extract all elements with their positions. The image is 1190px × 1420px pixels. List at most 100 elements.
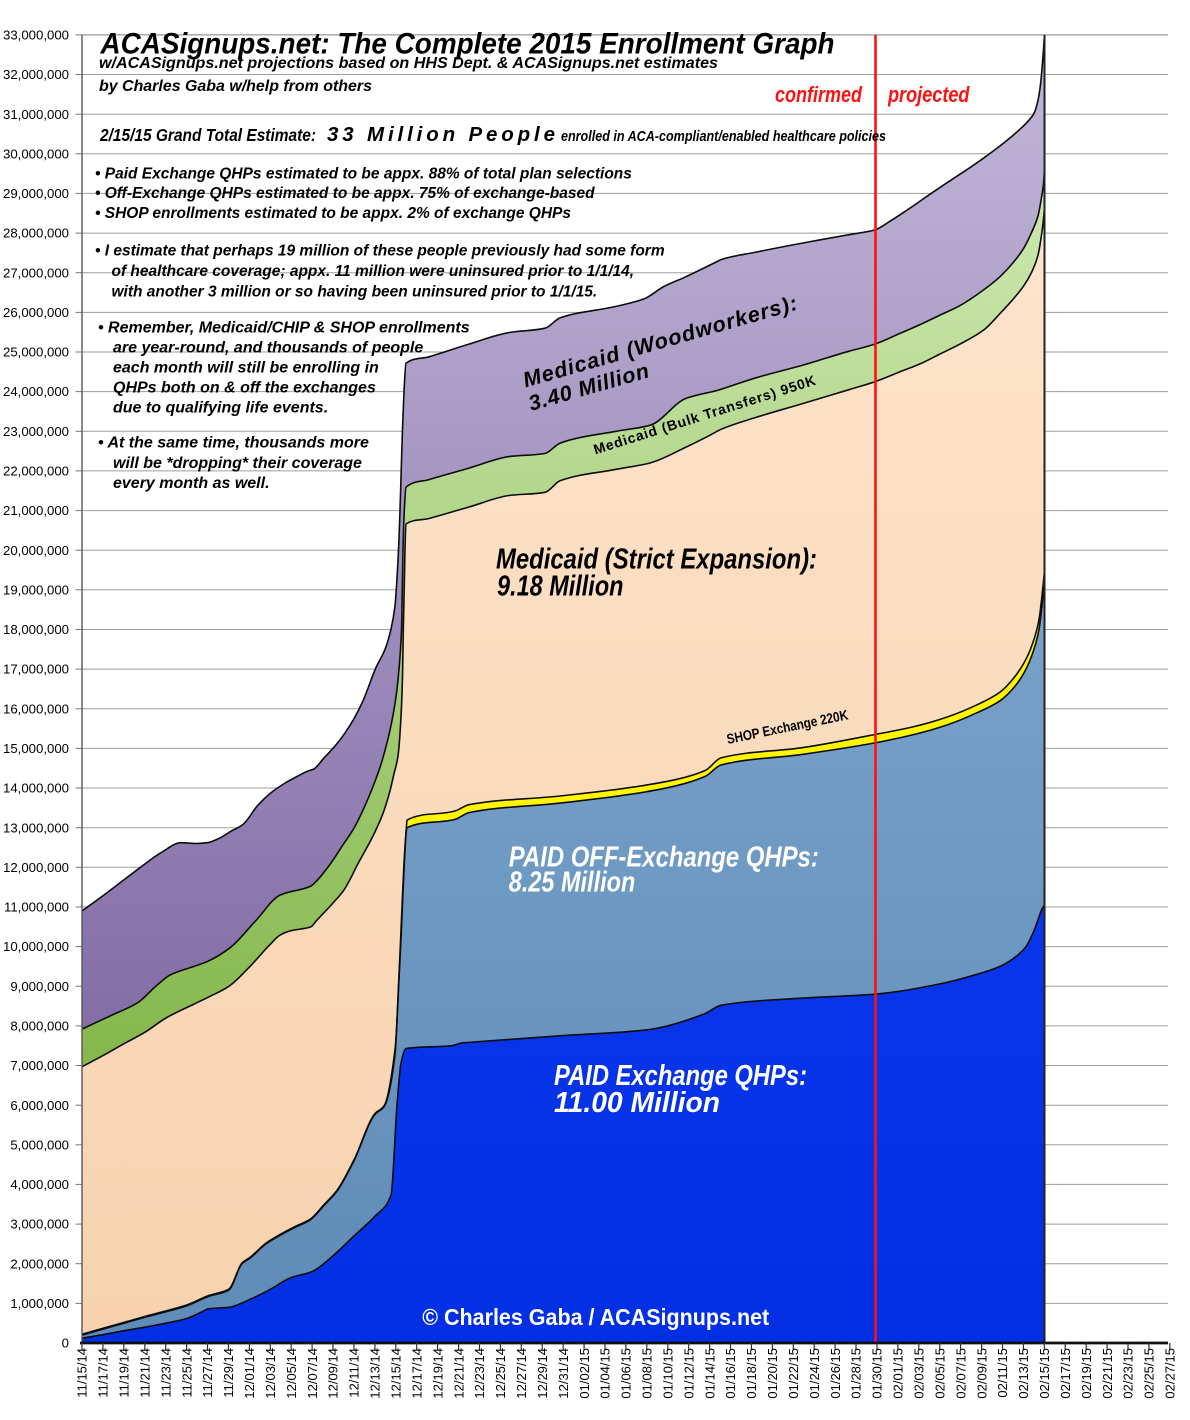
svg-text:16,000,000: 16,000,000 [3,701,69,716]
svg-text:11/29/14: 11/29/14 [221,1348,236,1398]
svg-text:are year-round, and thousands: are year-round, and thousands of people [113,339,423,356]
svg-text:30,000,000: 30,000,000 [3,146,69,161]
svg-text:13,000,000: 13,000,000 [3,820,69,835]
svg-text:each month will still be enrol: each month will still be enrolling in [113,360,379,377]
svg-text:12/11/14: 12/11/14 [347,1348,362,1398]
svg-text:01/06/15: 01/06/15 [619,1348,634,1399]
svg-text:11/23/14: 11/23/14 [158,1348,173,1398]
svg-text:• Paid Exchange QHPs estimated: • Paid Exchange QHPs estimated to be app… [95,166,632,183]
svg-text:Medicaid (Strict Expansion):: Medicaid (Strict Expansion): [496,543,817,575]
svg-text:02/03/15: 02/03/15 [912,1348,927,1399]
svg-text:PAID Exchange QHPs:: PAID Exchange QHPs: [554,1060,807,1092]
svg-text:12/03/14: 12/03/14 [263,1348,278,1399]
svg-text:2,000,000: 2,000,000 [10,1256,69,1271]
svg-text:20,000,000: 20,000,000 [3,543,69,558]
svg-text:w/ACASignups.net projections b: w/ACASignups.net projections based on HH… [99,55,718,72]
svg-text:02/19/15: 02/19/15 [1079,1348,1094,1399]
svg-text:projected: projected [887,82,970,107]
svg-text:12/19/14: 12/19/14 [430,1348,445,1399]
svg-text:23,000,000: 23,000,000 [3,424,69,439]
svg-text:due to qualifying life events.: due to qualifying life events. [113,400,328,417]
svg-text:02/09/15: 02/09/15 [974,1348,989,1399]
svg-text:01/04/15: 01/04/15 [598,1348,613,1399]
svg-text:27,000,000: 27,000,000 [3,265,69,280]
svg-text:11/19/14: 11/19/14 [117,1348,132,1398]
svg-text:01/30/15: 01/30/15 [870,1348,885,1399]
svg-text:19,000,000: 19,000,000 [3,582,69,597]
svg-text:0: 0 [62,1336,69,1351]
svg-text:25,000,000: 25,000,000 [3,345,69,360]
svg-text:ACASignups.net: The Complete 2: ACASignups.net: The Complete 2015 Enroll… [100,28,835,61]
svg-text:4,000,000: 4,000,000 [10,1177,69,1192]
svg-text:every month as well.: every month as well. [113,475,270,492]
svg-text:7,000,000: 7,000,000 [10,1058,69,1073]
svg-text:enrolled in ACA-compliant/enab: enrolled in ACA-compliant/enabled health… [561,128,886,145]
svg-text:12/29/14: 12/29/14 [535,1348,550,1399]
svg-text:• I estimate that perhaps 19 m: • I estimate that perhaps 19 million of … [95,243,665,260]
svg-text:02/07/15: 02/07/15 [953,1348,968,1399]
svg-text:11,000,000: 11,000,000 [4,900,69,915]
svg-text:confirmed: confirmed [775,82,862,107]
svg-text:02/15/15: 02/15/15 [1037,1348,1052,1399]
svg-text:14,000,000: 14,000,000 [3,781,69,796]
svg-text:01/10/15: 01/10/15 [661,1348,676,1399]
svg-text:02/11/15: 02/11/15 [995,1348,1010,1398]
svg-text:29,000,000: 29,000,000 [3,186,69,201]
svg-text:PAID OFF-Exchange QHPs:: PAID OFF-Exchange QHPs: [509,841,819,873]
svg-text:18,000,000: 18,000,000 [3,622,69,637]
svg-text:12/15/14: 12/15/14 [389,1348,404,1399]
svg-text:01/18/15: 01/18/15 [744,1348,759,1399]
svg-text:8.25 Million: 8.25 Million [509,867,636,899]
svg-text:22,000,000: 22,000,000 [3,464,69,479]
svg-text:9,000,000: 9,000,000 [10,979,69,994]
svg-text:12/17/14: 12/17/14 [409,1348,424,1399]
svg-text:15,000,000: 15,000,000 [3,741,69,756]
svg-text:11/21/14: 11/21/14 [138,1348,153,1398]
svg-text:02/05/15: 02/05/15 [932,1348,947,1399]
svg-text:24,000,000: 24,000,000 [3,384,69,399]
svg-text:01/02/15: 01/02/15 [577,1348,592,1399]
svg-text:11.00 Million: 11.00 Million [554,1087,720,1119]
svg-text:12/09/14: 12/09/14 [326,1348,341,1399]
svg-text:of healthcare coverage; appx.: of healthcare coverage; appx. 11 million… [112,263,635,280]
svg-text:with another 3 million or so h: with another 3 million or so having been… [112,284,598,301]
svg-text:8,000,000: 8,000,000 [10,1019,69,1034]
svg-text:01/16/15: 01/16/15 [723,1348,738,1399]
svg-text:• At the same time, thousands: • At the same time, thousands more [98,435,369,452]
svg-text:12/01/14: 12/01/14 [242,1348,257,1399]
svg-text:12/13/14: 12/13/14 [368,1348,383,1399]
svg-text:33,000,000: 33,000,000 [3,28,69,43]
svg-text:11/15/14: 11/15/14 [75,1348,90,1398]
svg-text:01/24/15: 01/24/15 [807,1348,822,1399]
svg-text:12/07/14: 12/07/14 [305,1348,320,1399]
svg-text:02/25/15: 02/25/15 [1142,1348,1157,1399]
svg-text:17,000,000: 17,000,000 [3,662,69,677]
svg-text:11/17/14: 11/17/14 [96,1348,111,1398]
svg-text:3,000,000: 3,000,000 [10,1217,69,1232]
svg-text:12/05/14: 12/05/14 [284,1348,299,1399]
svg-text:01/22/15: 01/22/15 [786,1348,801,1399]
svg-text:6,000,000: 6,000,000 [10,1098,69,1113]
svg-text:02/21/15: 02/21/15 [1100,1348,1115,1399]
svg-text:12,000,000: 12,000,000 [3,860,69,875]
svg-text:5,000,000: 5,000,000 [10,1137,69,1152]
svg-text:© Charles Gaba / ACASignups.ne: © Charles Gaba / ACASignups.net [422,1304,769,1330]
svg-text:01/28/15: 01/28/15 [849,1348,864,1399]
svg-text:26,000,000: 26,000,000 [3,305,69,320]
svg-text:01/12/15: 01/12/15 [681,1348,696,1399]
svg-text:12/23/14: 12/23/14 [472,1348,487,1399]
svg-text:02/13/15: 02/13/15 [1016,1348,1031,1399]
svg-text:• Remember, Medicaid/CHIP & SH: • Remember, Medicaid/CHIP & SHOP enrollm… [98,319,470,336]
svg-text:• Off-Exchange QHPs estimated: • Off-Exchange QHPs estimated to be appx… [95,185,595,202]
svg-text:QHPs both on & off the exchang: QHPs both on & off the exchanges [113,380,376,397]
svg-text:01/26/15: 01/26/15 [828,1348,843,1399]
svg-text:by Charles Gaba w/help from ot: by Charles Gaba w/help from others [99,78,372,95]
svg-text:11/25/14: 11/25/14 [179,1348,194,1398]
svg-text:02/27/15: 02/27/15 [1163,1348,1178,1399]
svg-text:2/15/15 Grand Total Estimate:: 2/15/15 Grand Total Estimate: [99,125,316,145]
svg-text:01/08/15: 01/08/15 [640,1348,655,1399]
svg-text:12/31/14: 12/31/14 [556,1348,571,1399]
svg-text:01/14/15: 01/14/15 [702,1348,717,1399]
svg-text:1,000,000: 1,000,000 [10,1296,69,1311]
svg-text:12/27/14: 12/27/14 [514,1348,529,1399]
